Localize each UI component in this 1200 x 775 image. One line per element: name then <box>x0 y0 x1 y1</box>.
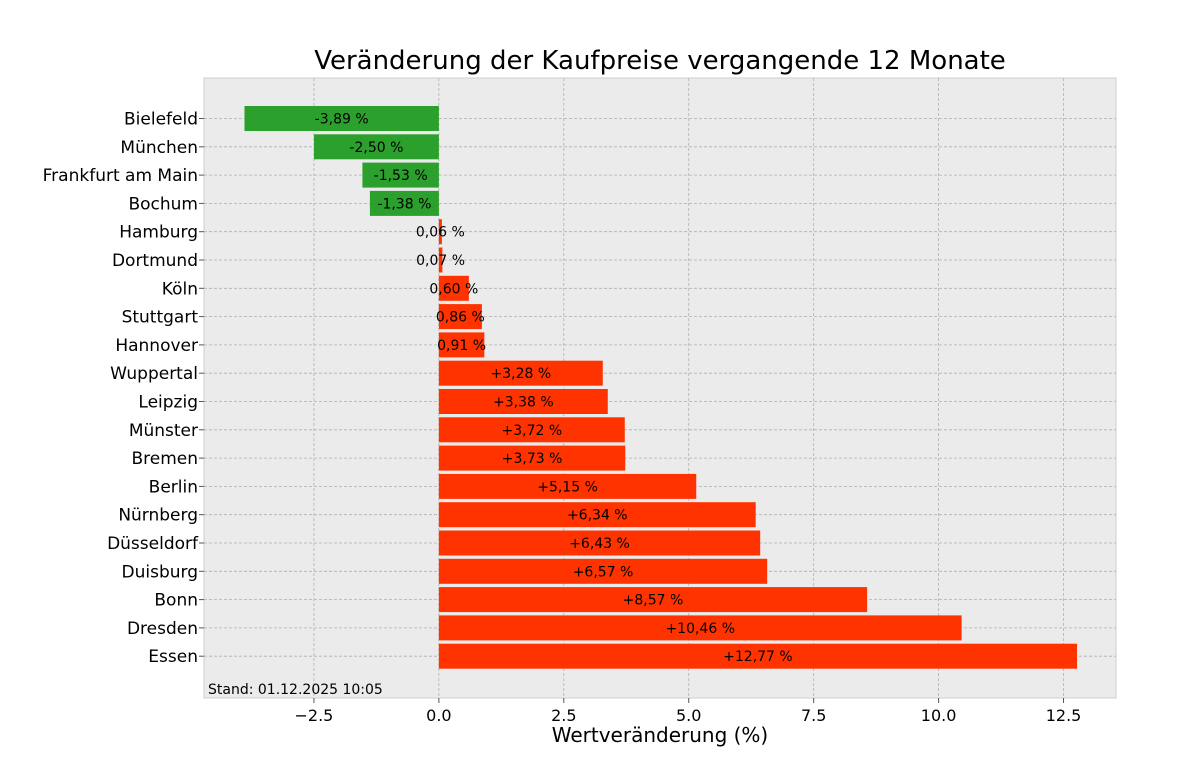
chart-title: Veränderung der Kaufpreise vergangende 1… <box>314 46 1006 76</box>
value-labels: -3,89 % -2,50 % -1,53 % -1,38 % 0,06 % 0,07 %… <box>315 112 793 666</box>
x-tick-label: 0.0 <box>426 706 451 725</box>
x-tick-label: 12.5 <box>1046 706 1082 725</box>
category-label: Bielefeld <box>124 110 198 130</box>
category-label: Münster <box>129 421 198 441</box>
bar-value-label: -1,53 % <box>374 168 428 184</box>
bar <box>438 360 603 386</box>
category-label: Bochum <box>128 194 198 214</box>
bar <box>244 106 439 131</box>
timestamp-annotation: Stand: 01.12.2025 10:05 <box>208 682 383 698</box>
bar-value-label: +6,43 % <box>569 536 630 552</box>
bar <box>362 162 439 188</box>
bar <box>438 389 608 414</box>
category-label: Essen <box>148 647 198 667</box>
x-tick-label: 7.5 <box>801 706 826 725</box>
bar-value-label: 0,06 % <box>416 225 465 241</box>
bar <box>438 219 442 245</box>
bar-value-label: -3,89 % <box>315 112 369 128</box>
bar-value-label: +3,28 % <box>490 366 551 382</box>
bar <box>438 473 697 499</box>
x-ticks: −2.5 0.0 2.5 5.0 7.5 10.0 12.5 <box>199 118 1082 725</box>
bar-value-label: 0,91 % <box>437 338 486 354</box>
bar <box>438 558 768 584</box>
category-label: Köln <box>162 279 198 299</box>
bar <box>438 304 482 330</box>
bars <box>244 106 1078 669</box>
bar-value-label: +12,77 % <box>723 649 793 665</box>
bar-value-label: +5,15 % <box>537 479 598 495</box>
bar <box>438 275 469 301</box>
category-label: Bonn <box>154 591 198 611</box>
category-label: Hamburg <box>119 223 198 243</box>
category-label: Düsseldorf <box>107 534 199 554</box>
bar-value-label: +3,72 % <box>501 423 562 439</box>
bar-value-label: +8,57 % <box>623 593 684 609</box>
category-label: Nürnberg <box>118 506 198 526</box>
x-tick-label: 2.5 <box>551 706 576 725</box>
bar-value-label: +3,73 % <box>502 451 563 467</box>
category-label: Duisburg <box>122 562 199 582</box>
category-labels: Bielefeld München Frankfurt am Main Bochum H… <box>43 110 199 668</box>
bar <box>438 615 962 641</box>
category-label: Wuppertal <box>110 364 198 384</box>
category-label: Dresden <box>127 619 198 639</box>
bar <box>313 134 439 160</box>
bar-value-label: -2,50 % <box>349 140 403 156</box>
bar <box>438 587 868 613</box>
bar <box>438 445 626 471</box>
bar <box>369 190 439 216</box>
bar-value-label: 0,60 % <box>429 281 478 297</box>
category-label: Dortmund <box>112 251 198 271</box>
category-label: Berlin <box>149 477 198 497</box>
bar <box>438 530 761 556</box>
bar-value-label: +10,46 % <box>665 621 735 637</box>
category-label: Hannover <box>115 336 198 356</box>
bar <box>438 502 756 528</box>
bar-value-label: +6,57 % <box>573 564 634 580</box>
category-label: Stuttgart <box>122 308 199 328</box>
bar <box>438 417 625 443</box>
bar-value-label: +6,34 % <box>567 508 628 524</box>
bar-value-label: +3,38 % <box>493 395 554 411</box>
x-tick-label: 5.0 <box>676 706 701 725</box>
category-label: Frankfurt am Main <box>43 166 198 186</box>
category-label: Leipzig <box>138 393 198 413</box>
bar <box>438 247 443 273</box>
x-axis-label: Wertveränderung (%) <box>552 723 769 747</box>
bar-value-label: 0,86 % <box>436 310 485 326</box>
x-tick-label: 10.0 <box>921 706 957 725</box>
x-tick-label: −2.5 <box>295 706 334 725</box>
bar-value-label: 0,07 % <box>416 253 465 269</box>
bar <box>438 332 485 358</box>
category-label: München <box>120 138 198 158</box>
category-label: Bremen <box>131 449 198 469</box>
bar-value-label: -1,38 % <box>377 196 431 212</box>
bar <box>438 643 1078 669</box>
